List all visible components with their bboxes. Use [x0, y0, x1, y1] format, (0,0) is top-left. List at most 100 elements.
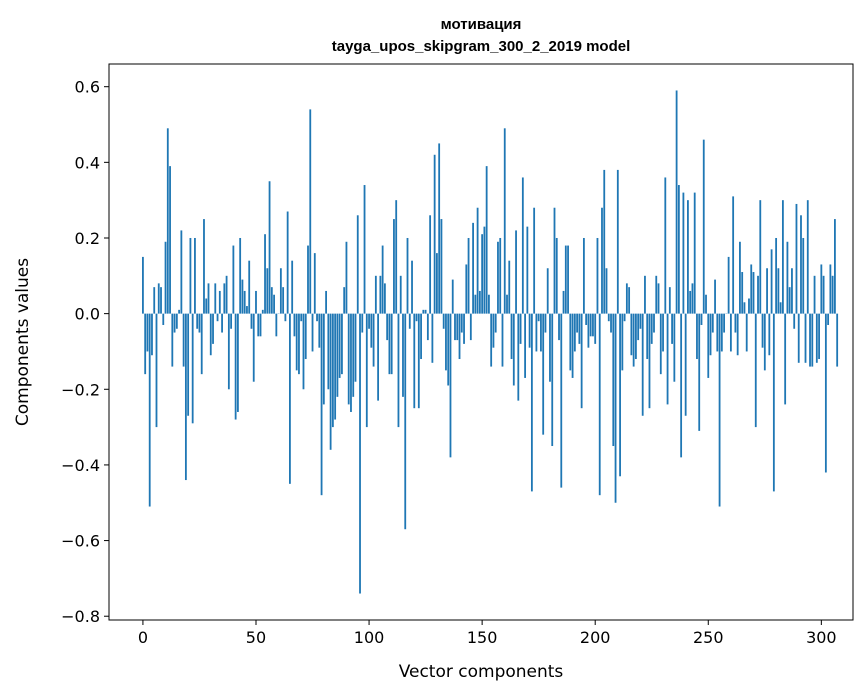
bar [729, 313, 732, 352]
bar [474, 294, 477, 314]
bar [788, 287, 791, 314]
bar [521, 177, 524, 314]
bar [465, 264, 468, 314]
bar [399, 275, 402, 314]
bar [508, 260, 511, 314]
bar [359, 313, 361, 594]
bar [580, 313, 583, 409]
bar [598, 313, 601, 496]
bar [492, 313, 495, 348]
bar [698, 313, 701, 431]
bar [236, 313, 239, 412]
bar [304, 313, 307, 360]
bar [302, 313, 305, 390]
bar [227, 313, 230, 390]
bar [377, 313, 380, 401]
y-tick-label: 0.4 [75, 153, 100, 172]
y-axis-ticks: −0.8 −0.6 −0.4 −0.2 0.0 0.2 0.4 0.6 [61, 78, 109, 626]
bar [449, 313, 452, 458]
bar [458, 313, 461, 360]
bar [307, 245, 309, 314]
bar [144, 313, 147, 375]
bar [659, 313, 662, 375]
bar [759, 200, 762, 314]
bar [356, 215, 359, 314]
bar [230, 313, 233, 329]
bar [320, 313, 323, 496]
x-tick-label: 50 [246, 628, 266, 647]
bar [173, 313, 176, 333]
x-tick-label: 200 [580, 628, 611, 647]
bar [804, 313, 807, 363]
bar [524, 313, 527, 378]
plot-frame [108, 63, 854, 621]
bar [576, 313, 579, 333]
bar [635, 313, 637, 360]
bar [596, 237, 599, 314]
x-axis-label: Vector components [399, 662, 564, 682]
bar [415, 313, 418, 322]
bar [696, 313, 698, 360]
bar [463, 313, 465, 344]
bar [300, 313, 303, 322]
bar [639, 313, 642, 329]
bar [485, 166, 488, 314]
bar [381, 245, 384, 314]
bar [184, 313, 187, 481]
bar [528, 313, 531, 348]
bar [582, 237, 585, 314]
bar [345, 241, 348, 314]
bar [275, 313, 278, 337]
bar [537, 313, 540, 322]
bar [535, 313, 538, 352]
bar [603, 169, 606, 314]
bar [361, 313, 364, 333]
bar [515, 230, 517, 314]
bar [632, 313, 635, 367]
bar [225, 275, 228, 314]
bar [223, 283, 226, 314]
bar [689, 290, 692, 314]
bar [454, 313, 456, 341]
bar [327, 313, 330, 390]
bar [621, 313, 624, 371]
bar [585, 313, 588, 325]
bar [279, 268, 282, 314]
bar [338, 313, 341, 378]
bar [203, 219, 205, 314]
bar [587, 313, 590, 348]
bar [298, 313, 300, 375]
bar [148, 313, 151, 507]
y-tick-label: −0.8 [61, 607, 100, 626]
bar [616, 169, 619, 314]
bar [662, 313, 664, 352]
bar [592, 313, 594, 337]
bar [155, 313, 158, 428]
bar [259, 313, 262, 337]
bar [655, 275, 658, 314]
bar [829, 264, 832, 314]
bar [553, 207, 556, 314]
bar [469, 313, 472, 341]
bar [815, 313, 818, 363]
bar [578, 313, 581, 344]
bar [503, 128, 506, 314]
bar [569, 313, 572, 371]
bar [542, 313, 545, 435]
bar [413, 313, 416, 409]
bar [395, 200, 398, 314]
bar [766, 268, 768, 314]
bar [234, 313, 237, 420]
bar [472, 222, 474, 314]
x-tick-label: 250 [693, 628, 724, 647]
bar [818, 313, 820, 360]
bar [397, 313, 400, 428]
bar [343, 287, 346, 314]
bar [404, 313, 407, 530]
bar [745, 313, 748, 352]
bar [806, 200, 809, 314]
bar [571, 313, 574, 378]
bar [153, 287, 156, 314]
bar [142, 256, 144, 314]
bar [171, 313, 174, 367]
